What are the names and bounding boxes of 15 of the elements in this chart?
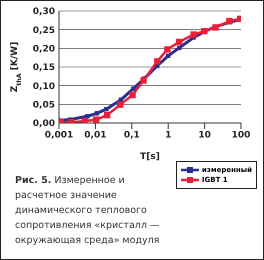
text: Рис. 5. Измеренное и расчетное значение динамического теплового сопротивления «кристалл — окружающая среда» модуля — [15, 174, 160, 248]
y-tick-label: 0,20 — [32, 44, 55, 55]
x-tick-label: 10 — [198, 130, 211, 140]
x-axis-title: T[s] — [140, 152, 160, 162]
y-tick-label: 0,30 — [32, 7, 55, 18]
y-tick-label: 0,15 — [32, 63, 55, 74]
x-tick-label: 1 — [165, 130, 172, 140]
y-tick-label: 0,25 — [32, 26, 55, 36]
x-tick-label: 0,01 — [84, 130, 107, 140]
y-tick-label: 0,10 — [32, 82, 55, 92]
x-tick-label: 0,1 — [124, 130, 140, 140]
x-tick-label: 100 — [232, 130, 250, 140]
y-tick-label: 0,05 — [32, 100, 55, 111]
y-tick-label: 0,00 — [32, 119, 55, 130]
x-tick-label: 0,001 — [44, 130, 74, 140]
